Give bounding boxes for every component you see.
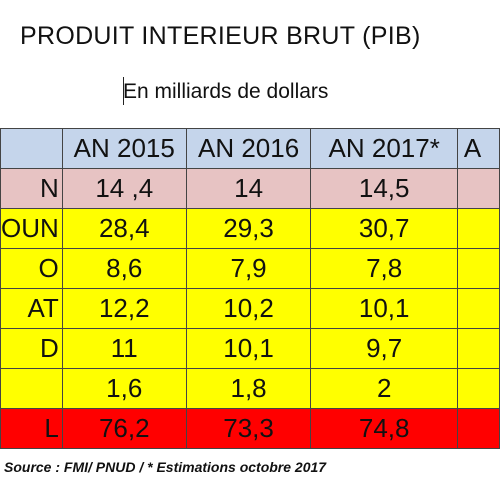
row-label <box>0 368 63 409</box>
source-note: Source : FMI/ PNUD / * Estimations octob… <box>4 459 327 475</box>
cell-value: 10,2 <box>185 288 312 329</box>
header-row: AN 2015 AN 2016 AN 2017* A <box>0 128 500 169</box>
cell-value: 10,1 <box>310 288 458 329</box>
cell-value: 28,4 <box>61 208 187 249</box>
cell-value: 14 ,4 <box>61 168 187 209</box>
cell-empty <box>456 248 500 289</box>
header-cell-label <box>0 128 63 169</box>
cell-value: 12,2 <box>61 288 187 329</box>
cell-value: 74,8 <box>310 408 458 449</box>
row-label: L <box>0 408 63 449</box>
cell-value: 30,7 <box>310 208 458 249</box>
cell-empty <box>456 408 500 449</box>
cell-value: 8,6 <box>61 248 187 289</box>
row-label: OUN <box>0 208 63 249</box>
table-row: 1,6 1,8 2 <box>0 368 500 409</box>
chart-title: PRODUIT INTERIEUR BRUT (PIB) <box>20 22 421 50</box>
cell-value: 2 <box>310 368 458 409</box>
cell-value: 7,8 <box>310 248 458 289</box>
header-cell-2017: AN 2017* <box>310 128 458 169</box>
cell-value: 1,8 <box>185 368 312 409</box>
row-label: N <box>0 168 63 209</box>
row-label: AT <box>0 288 63 329</box>
cell-empty <box>456 288 500 329</box>
cell-value: 1,6 <box>61 368 187 409</box>
table-row: N 14 ,4 14 14,5 <box>0 168 500 209</box>
cell-value: 11 <box>61 328 187 369</box>
cell-empty <box>456 168 500 209</box>
cell-value: 76,2 <box>61 408 187 449</box>
cell-value: 14,5 <box>310 168 458 209</box>
pib-table: AN 2015 AN 2016 AN 2017* A N 14 ,4 14 14… <box>0 128 500 449</box>
table-row-total: L 76,2 73,3 74,8 <box>0 408 500 449</box>
cell-empty <box>456 328 500 369</box>
header-cell-2016: AN 2016 <box>185 128 312 169</box>
cell-value: 14 <box>185 168 312 209</box>
cell-value: 9,7 <box>310 328 458 369</box>
cell-value: 29,3 <box>185 208 312 249</box>
text-cursor <box>123 77 124 105</box>
cell-value: 10,1 <box>185 328 312 369</box>
cell-empty <box>456 368 500 409</box>
table-row: OUN 28,4 29,3 30,7 <box>0 208 500 249</box>
table-row: D 11 10,1 9,7 <box>0 328 500 369</box>
chart-subtitle: En milliards de dollars <box>123 80 329 103</box>
cell-empty <box>456 208 500 249</box>
row-label: D <box>0 328 63 369</box>
table-row: AT 12,2 10,2 10,1 <box>0 288 500 329</box>
row-label: O <box>0 248 63 289</box>
header-cell-2015: AN 2015 <box>61 128 187 169</box>
cell-value: 73,3 <box>185 408 312 449</box>
table-row: O 8,6 7,9 7,8 <box>0 248 500 289</box>
header-cell-next: A <box>456 128 500 169</box>
cell-value: 7,9 <box>185 248 312 289</box>
